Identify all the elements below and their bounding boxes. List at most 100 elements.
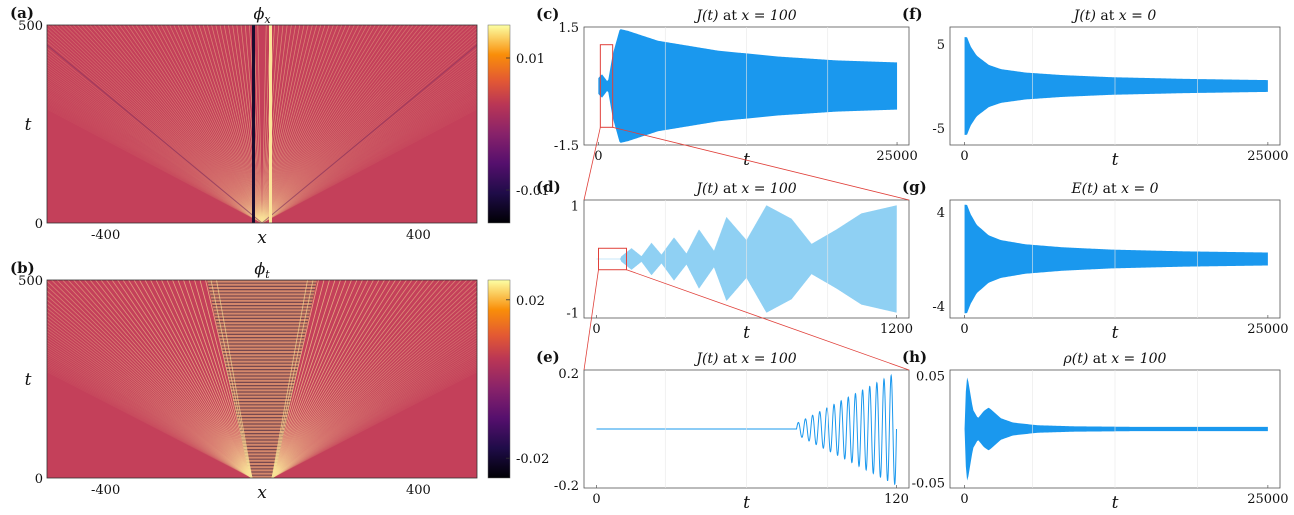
title-condition: x = 0 [1121,181,1159,197]
y-tick-label: 1.5 [558,21,579,36]
y-tick-label: -1.5 [554,139,579,154]
title-function: J(t) [693,8,718,24]
panel-label: (b) [10,259,35,277]
title-condition: x = 100 [741,351,796,367]
x-tick-label: 25000 [1247,149,1288,164]
panel-label: (c) [536,5,559,23]
panel-label: (a) [10,4,34,22]
x-axis-label: t [1112,323,1119,343]
colorbar-tick-label: 0.02 [516,294,545,309]
plot-frame [46,279,478,479]
panel-c: (c)J(t) at x = 100t0250001.5-1.5 [536,5,918,170]
signal-line [596,373,897,486]
y-tick-label: 5 [937,38,945,53]
zoom-box [598,247,627,271]
x-axis-label: t [1112,150,1119,170]
panel-label: (h) [902,348,927,366]
y-tick-label: 0.05 [916,369,945,384]
signal-envelope [964,377,1268,481]
title-condition: x = 0 [1119,8,1157,24]
panel-label: (d) [536,178,561,196]
y-tick-label: 4 [937,206,945,221]
x-tick-label: 120 [884,492,909,507]
y-tick-label: 500 [18,274,43,289]
colorbar-gradient [487,24,511,224]
y-tick-label: 0.2 [558,367,579,382]
signal-envelope [964,204,1268,314]
x-tick-label: 25000 [876,149,917,164]
panel-title: J(t) at x = 100 [693,181,796,197]
y-tick-label: -4 [932,300,945,315]
panel-title: J(t) at x = 100 [693,351,796,367]
x-tick-label: 0 [594,149,602,164]
x-tick-label: 0 [592,322,600,337]
x-tick-label: 0 [960,492,968,507]
zoom-box [599,44,614,128]
x-axis-label: t [1112,493,1119,513]
x-axis-label: t [743,323,750,343]
signal-envelope [964,37,1268,135]
title-function: J(t) [693,351,718,367]
title-function: E(t) [1070,181,1098,197]
panel-f: (f) J(t) at x = 0 t 0 25000 5 -5 [902,5,1289,170]
y-tick-label: -5 [932,122,945,137]
cone [207,280,317,478]
bright-stripe [269,25,272,223]
y-axis-label: t [25,370,32,390]
colorbar-tick-label: -0.02 [516,452,549,467]
y-tick-label: -0.05 [912,477,945,492]
x-tick-label: 0 [592,492,600,507]
panel-label: (f) [902,5,923,23]
colorbar-a: 0.01 -0.01 [487,24,549,224]
panel-label: (g) [902,178,927,196]
y-tick-label: 1 [571,199,579,214]
x-axis-label: x [257,483,267,503]
colorbar-gradient [487,279,511,479]
heatmap-a: (a) ϕx x t -400 400 0 500 0.01 -0.01 [10,4,549,248]
colorbar-b: 0.02 -0.02 [487,279,549,479]
y-tick-label: 500 [18,19,43,34]
x-axis-label: x [257,228,267,248]
x-tick-label: 25000 [1247,492,1288,507]
x-tick-label: 400 [406,228,431,243]
x-tick-label: 1200 [880,322,913,337]
y-tick-label: -0.2 [554,479,579,494]
plot-frame [46,24,478,224]
wave-fronts [47,25,477,223]
zoom-indicator-c [583,44,910,201]
heatmap-b: (b) ϕt x t -400 400 0 500 0.02 -0.02 [10,259,549,503]
title-function: J(t) [693,181,718,197]
title-condition: x = 100 [1111,351,1166,367]
title-function: J(t) [1071,8,1096,24]
signal-envelope [598,29,898,143]
y-tick-label: -1 [566,307,579,322]
x-tick-label: 0 [960,149,968,164]
panel-h: (h) ρ(t) at x = 100 t 0 25000 0.05 -0.05 [902,348,1289,513]
title-condition: x = 100 [741,181,796,197]
heatmap-title: ϕx [253,4,271,26]
zoom-indicator-d [583,247,910,371]
panel-title: J(t) at x = 0 [1071,8,1157,24]
y-tick-label: 0 [35,472,43,487]
colorbar-tick-label: 0.01 [516,52,545,67]
x-tick-label: 400 [406,483,431,498]
x-tick-label: -400 [91,483,120,498]
panel-label: (e) [536,348,560,366]
colorbar-tick-label: -0.01 [516,184,549,199]
panel-title: J(t) at x = 100 [693,8,796,24]
x-axis-label: t [743,493,750,513]
dark-stripe [252,25,255,223]
wave-fronts [47,280,477,478]
x-tick-label: -400 [91,228,120,243]
x-tick-label: 25000 [1247,322,1288,337]
y-axis-label: t [25,115,32,135]
title-function: ρ(t) [1063,351,1089,367]
title-condition: x = 100 [741,8,796,24]
y-tick-label: 0 [35,217,43,232]
heatmap-background [47,25,477,223]
panel-e: (e) J(t) at x = 100 t 0 120 0.2 -0.2 [536,348,910,513]
panel-title: ρ(t) at x = 100 [1063,351,1167,367]
x-tick-label: 0 [960,322,968,337]
panel-title: E(t) at x = 0 [1070,181,1158,197]
